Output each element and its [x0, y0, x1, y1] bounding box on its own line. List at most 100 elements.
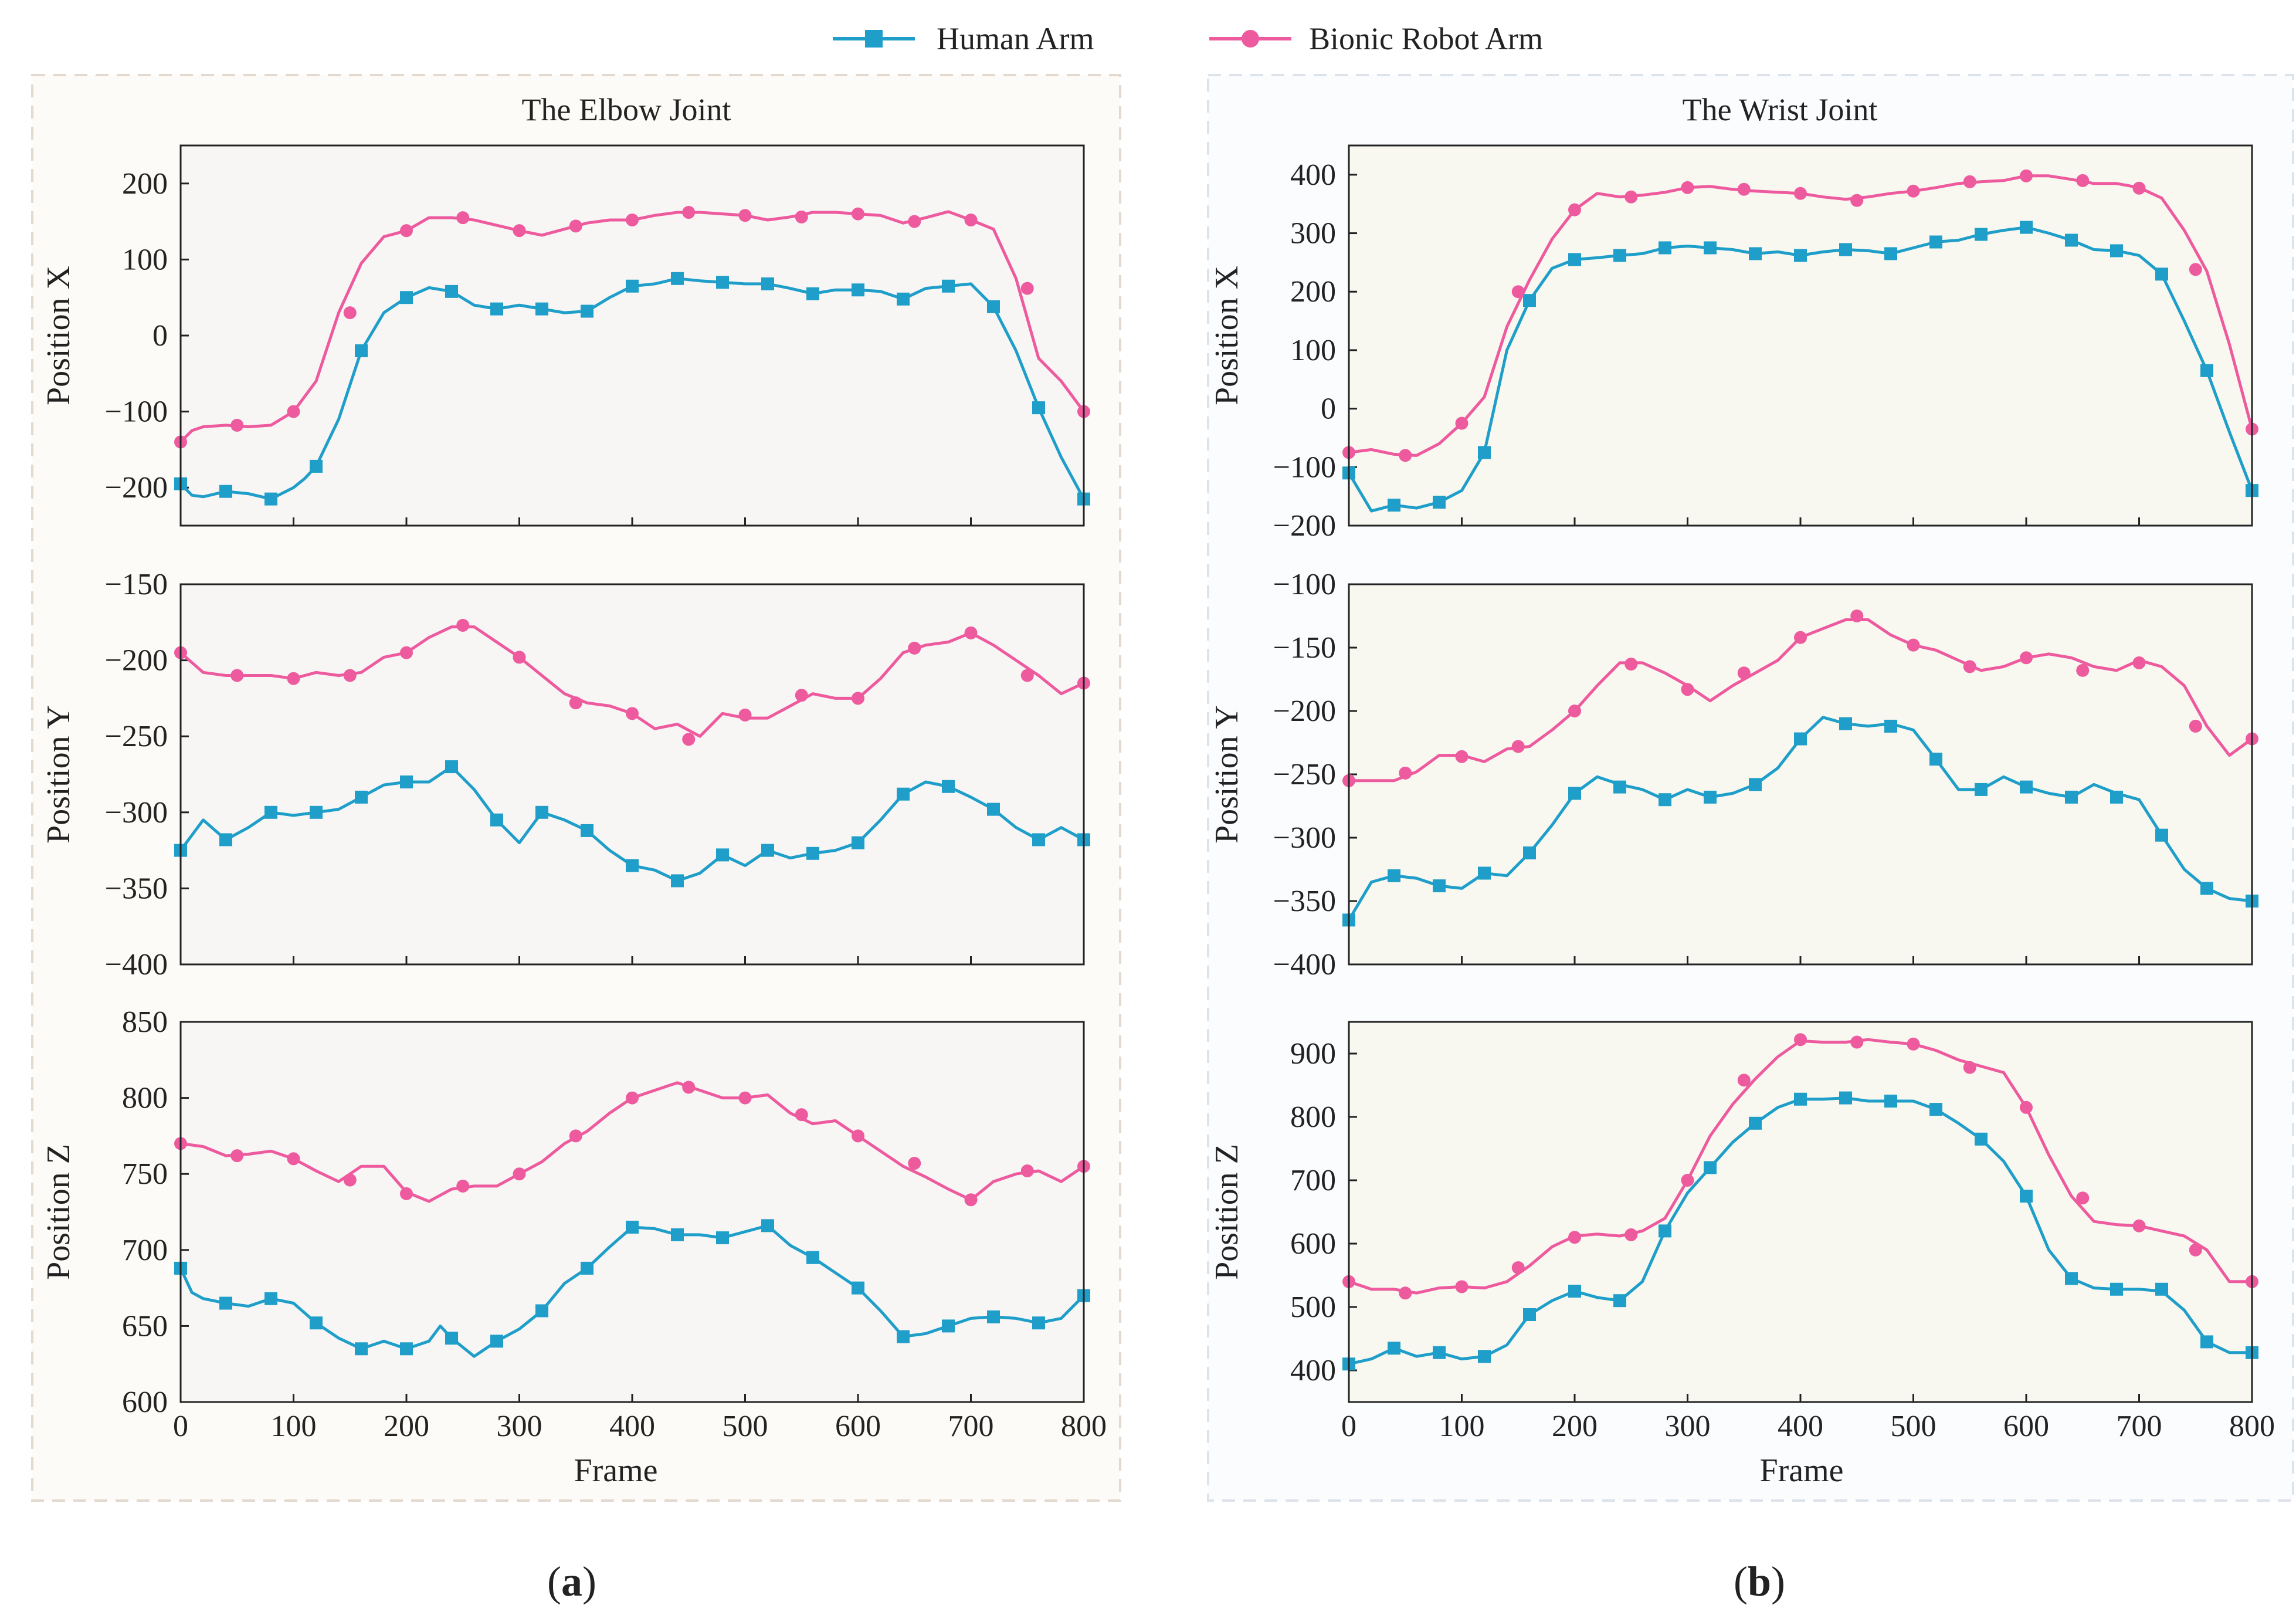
y-tick-label: 400: [1290, 1354, 1336, 1387]
data-point-robot: [1794, 631, 1807, 644]
data-point-robot: [343, 1173, 357, 1187]
data-point-robot: [1625, 1228, 1638, 1241]
data-point-robot: [795, 689, 808, 702]
y-tick-label: 700: [122, 1234, 168, 1267]
plots: −200 −100 0 100 200 Position X −400 −350 −300 −25…: [40, 144, 2275, 1443]
data-point-human: [490, 1335, 503, 1348]
data-point-human: [626, 859, 639, 872]
data-point-robot: [1850, 609, 1864, 622]
y-tick-label: −200: [105, 471, 168, 504]
plot-frame: [179, 583, 1085, 966]
data-point-robot: [908, 215, 921, 228]
plot-area: [181, 1022, 1084, 1402]
data-point-robot: [456, 1179, 470, 1193]
data-point-robot: [2189, 1243, 2202, 1257]
y-tick-label: 850: [122, 1005, 168, 1039]
data-point-human: [1659, 793, 1671, 807]
data-point-robot: [1963, 175, 1976, 188]
y-tick-label: 750: [122, 1157, 168, 1191]
data-point-robot: [343, 306, 357, 320]
data-point-human: [219, 485, 232, 498]
data-point-robot: [964, 1193, 978, 1207]
data-point-robot: [513, 651, 526, 664]
data-point-human: [2200, 364, 2213, 377]
caption-a-letter: a: [561, 1558, 582, 1605]
y-tick-label: 0: [1321, 392, 1336, 426]
data-point-human: [1704, 790, 1717, 804]
data-point-robot: [2076, 1191, 2090, 1205]
x-tick-label: 0: [173, 1410, 188, 1443]
data-point-robot: [1907, 1037, 1920, 1051]
y-tick-label: 800: [122, 1082, 168, 1115]
y-tick-label: 500: [1290, 1291, 1336, 1324]
data-point-human: [1884, 1095, 1897, 1108]
data-point-human: [1929, 235, 1942, 249]
data-point-robot: [513, 1167, 526, 1181]
plot-frame: [179, 144, 1085, 527]
data-point-human: [1478, 866, 1491, 880]
data-point-robot: [456, 618, 470, 632]
data-point-human: [852, 283, 864, 297]
data-point-robot: [1681, 181, 1694, 194]
x-tick-label: 300: [497, 1410, 542, 1443]
data-point-human: [219, 1296, 232, 1310]
data-point-human: [355, 1342, 368, 1356]
data-point-human: [626, 1220, 639, 1234]
data-point-human: [1839, 717, 1852, 730]
data-point-human: [1749, 247, 1762, 260]
data-point-human: [1388, 869, 1400, 882]
panel-title-elbow: The Elbow Joint: [522, 92, 731, 127]
data-point-human: [671, 874, 684, 888]
data-point-human: [761, 1219, 774, 1232]
data-point-robot: [1568, 705, 1581, 717]
data-point-human: [1704, 1161, 1717, 1174]
data-point-robot: [1794, 1033, 1807, 1047]
plot-area: [1349, 145, 2252, 526]
data-point-robot: [964, 626, 978, 639]
data-point-human: [310, 459, 323, 473]
data-point-robot: [682, 733, 696, 746]
data-point-human: [1839, 1091, 1852, 1105]
data-point-robot: [513, 224, 526, 238]
data-point-robot: [230, 418, 244, 432]
data-point-human: [581, 304, 593, 318]
y-tick-label: −350: [105, 872, 168, 905]
data-point-robot: [795, 1108, 808, 1122]
data-point-robot: [2189, 719, 2202, 733]
data-point-human: [852, 836, 864, 849]
data-point-human: [445, 285, 458, 298]
data-point-robot: [1907, 638, 1920, 652]
data-point-robot: [738, 1091, 752, 1105]
data-point-human: [1568, 787, 1581, 800]
y-tick-label: 0: [152, 319, 168, 353]
data-point-human: [716, 1231, 729, 1245]
data-point-robot: [1511, 740, 1525, 753]
y-axis-label: Position X: [1209, 266, 1245, 405]
data-point-human: [400, 775, 413, 788]
data-point-human: [716, 276, 729, 289]
plot-area: [1349, 1022, 2252, 1402]
data-point-robot: [1850, 194, 1864, 207]
y-tick-label: 900: [1290, 1037, 1336, 1071]
data-point-robot: [1794, 187, 1807, 200]
y-tick-label: −400: [105, 948, 168, 981]
series-line-robot: [179, 210, 1086, 443]
data-point-robot: [1681, 683, 1694, 696]
data-point-human: [1568, 1285, 1581, 1298]
data-point-human: [1839, 243, 1852, 256]
data-point-human: [264, 492, 277, 506]
y-tick-label: 300: [1290, 217, 1336, 250]
data-point-human: [2110, 244, 2123, 258]
data-point-human: [1433, 1346, 1446, 1359]
data-point-human: [987, 300, 1000, 313]
data-point-human: [2155, 1282, 2168, 1296]
data-point-human: [987, 1310, 1000, 1323]
data-point-robot: [1020, 1164, 1034, 1178]
data-point-robot: [1511, 285, 1525, 299]
data-point-human: [2110, 1282, 2123, 1296]
data-point-human: [1613, 1294, 1626, 1308]
data-point-human: [1388, 1342, 1400, 1355]
y-tick-label: 600: [122, 1386, 168, 1419]
data-point-robot: [569, 219, 582, 233]
data-point-human: [2065, 1272, 2078, 1285]
